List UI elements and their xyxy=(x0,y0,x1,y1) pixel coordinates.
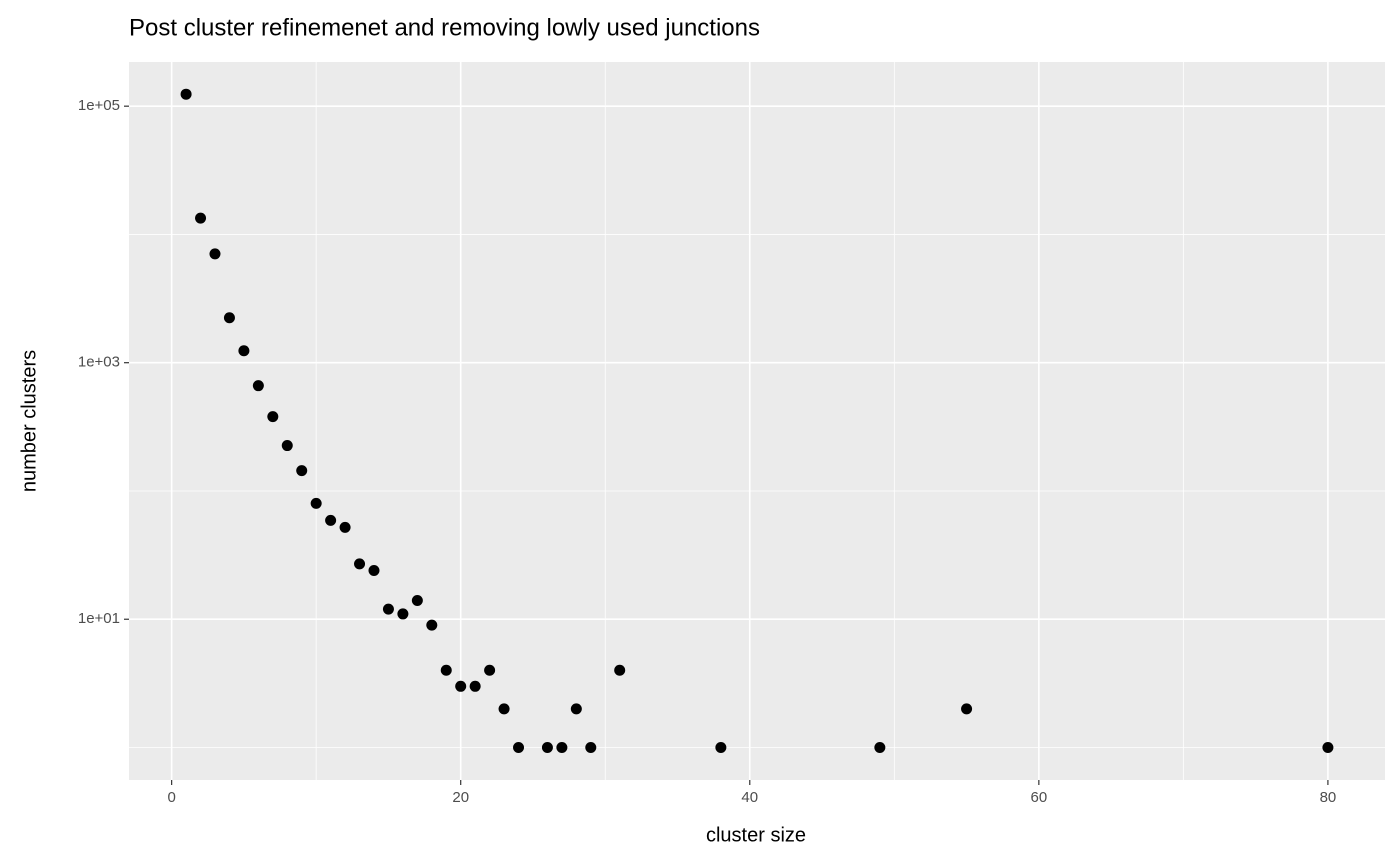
x-axis-label: cluster size xyxy=(706,824,806,846)
point xyxy=(874,742,886,754)
point xyxy=(339,521,351,533)
x-tick-label: 0 xyxy=(167,789,175,806)
point xyxy=(1322,742,1334,754)
point xyxy=(354,558,366,570)
x-tick-label: 80 xyxy=(1320,789,1337,806)
chart-title: Post cluster refinemenet and removing lo… xyxy=(129,14,760,41)
y-tick-label: 1e+03 xyxy=(78,354,120,371)
x-tick-label: 20 xyxy=(452,789,469,806)
point xyxy=(397,608,409,620)
point xyxy=(961,703,973,715)
x-tick-label: 40 xyxy=(741,789,758,806)
point xyxy=(223,312,235,324)
point xyxy=(498,703,510,715)
point xyxy=(455,680,467,692)
point xyxy=(585,742,597,754)
point xyxy=(180,88,192,100)
point xyxy=(440,664,452,676)
point xyxy=(238,345,250,357)
point xyxy=(368,564,380,576)
point xyxy=(411,594,423,606)
y-tick-label: 1e+01 xyxy=(78,610,120,627)
point xyxy=(513,742,525,754)
point xyxy=(614,664,626,676)
point xyxy=(325,514,337,526)
panel xyxy=(129,62,1385,780)
point xyxy=(556,742,568,754)
point xyxy=(715,742,727,754)
x-tick-label: 60 xyxy=(1030,789,1047,806)
point xyxy=(310,497,322,509)
y-tick-label: 1e+05 xyxy=(78,97,120,114)
point xyxy=(195,212,207,224)
point xyxy=(267,411,279,423)
point xyxy=(252,380,264,392)
point xyxy=(382,603,394,615)
point xyxy=(469,680,481,692)
point xyxy=(209,248,221,260)
point xyxy=(296,465,308,477)
point xyxy=(484,664,496,676)
point xyxy=(426,619,438,631)
point xyxy=(541,742,553,754)
point xyxy=(570,703,582,715)
point xyxy=(281,440,293,452)
y-axis-label: number clusters xyxy=(18,350,40,492)
